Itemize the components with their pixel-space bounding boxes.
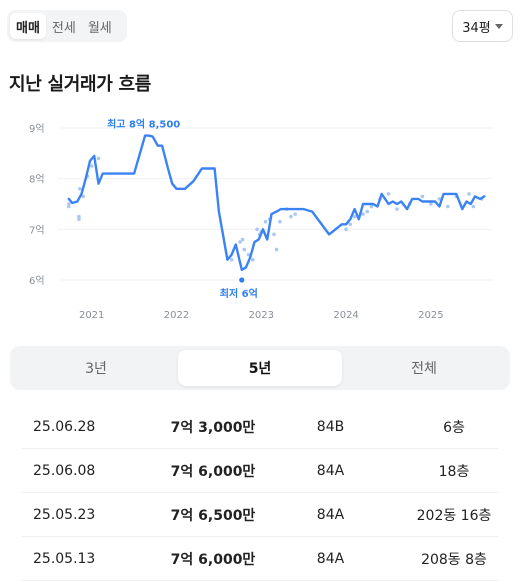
- scatter-point: [272, 232, 276, 237]
- period-selector: 3년 5년 전체: [10, 346, 510, 390]
- scatter-point: [437, 197, 442, 201]
- tx-date: 25.06.28: [33, 418, 96, 435]
- tx-floor: 202동 16층: [416, 507, 492, 524]
- scatter-point: [246, 252, 251, 257]
- scatter-point: [274, 247, 279, 252]
- table-row[interactable]: 25.05.13 7억 6,000만 84A 208동 8층: [22, 537, 498, 581]
- scatter-point: [251, 257, 255, 262]
- scatter-point: [89, 164, 94, 168]
- tx-price: 7억 6,500만: [170, 507, 256, 524]
- scatter-point: [420, 194, 425, 199]
- x-tick-label: 2025: [418, 310, 443, 321]
- scatter-point: [471, 204, 476, 209]
- scatter-point: [229, 257, 234, 262]
- scatter-point: [289, 214, 293, 219]
- scatter-point: [96, 156, 101, 161]
- tx-price: 7억 3,000만: [170, 419, 256, 436]
- tab-monthly-rent[interactable]: 월세: [87, 20, 112, 36]
- table-row[interactable]: 25.06.08 7억 6,000만 84A 18층: [22, 449, 498, 493]
- period-5-years[interactable]: 5년: [178, 350, 342, 386]
- scatter-point: [293, 212, 298, 216]
- scatter-point: [446, 204, 450, 209]
- tx-floor: 208동 8층: [421, 551, 487, 568]
- scatter-point: [263, 219, 268, 224]
- scatter-point: [240, 237, 245, 242]
- scatter-point: [352, 214, 357, 219]
- period-3-years[interactable]: 3년: [85, 361, 107, 377]
- tx-date: 25.05.23: [33, 506, 96, 523]
- scatter-point: [344, 227, 348, 232]
- scatter-point: [66, 202, 71, 206]
- scatter-point: [238, 240, 242, 244]
- chevron-down-icon: [494, 23, 503, 29]
- tx-price: 7억 6,000만: [170, 463, 256, 480]
- transaction-list: 25.06.28 7억 3,000만 84B 6층 25.06.08 7억 6,…: [22, 405, 498, 581]
- table-row[interactable]: 25.06.28 7억 3,000만 84B 6층: [22, 405, 498, 449]
- scatter-point: [242, 247, 247, 252]
- tx-floor: 6층: [443, 419, 465, 436]
- x-tick-label: 2023: [249, 310, 274, 321]
- table-row[interactable]: 25.05.23 7억 6,500만 84A 202동 16층: [22, 493, 498, 537]
- y-tick-label: 9억: [29, 123, 45, 135]
- tx-unit-type: 84A: [316, 506, 345, 523]
- tx-unit-type: 84A: [316, 550, 345, 567]
- period-all[interactable]: 전체: [411, 361, 437, 377]
- scatter-point: [77, 217, 81, 221]
- scatter-point: [365, 209, 370, 214]
- scatter-point: [369, 204, 374, 209]
- scatter-point: [78, 187, 82, 191]
- scatter-point: [467, 192, 471, 196]
- min-price-label: 최저 6억: [220, 287, 258, 300]
- y-tick-label: 7억: [29, 224, 45, 236]
- scatter-point: [395, 207, 399, 211]
- size-select-value: 34평: [462, 20, 491, 36]
- y-tick-label: 8억: [29, 174, 45, 186]
- y-tick-label: 6억: [29, 275, 45, 287]
- tx-date: 25.06.08: [33, 462, 96, 479]
- scatter-point: [429, 202, 433, 206]
- scatter-point: [278, 219, 282, 224]
- scatter-point: [361, 212, 365, 216]
- max-price-label: 최고 8억 8,500: [107, 118, 180, 131]
- section-title: 지난 실거래가 흐름: [9, 74, 152, 95]
- scatter-point: [66, 204, 71, 209]
- scatter-point: [348, 222, 353, 227]
- tx-unit-type: 84B: [316, 418, 345, 435]
- tx-price: 7억 6,000만: [170, 551, 256, 568]
- deal-type-tabs: 매매 전세 월세: [7, 10, 127, 42]
- x-tick-label: 2024: [333, 310, 358, 321]
- tab-sale[interactable]: 매매: [10, 13, 46, 39]
- scatter-point: [81, 194, 85, 199]
- tab-jeonse[interactable]: 전세: [51, 20, 76, 36]
- tx-date: 25.05.13: [33, 550, 96, 567]
- x-tick-label: 2021: [79, 310, 104, 321]
- scatter-point: [386, 192, 391, 196]
- x-tick-label: 2022: [164, 310, 189, 321]
- series-line: [67, 134, 486, 272]
- price-trend-chart: 9억 8억 7억 6억 2021 2022 2023 2024 2025 최고 8억 8,500 최…: [29, 118, 492, 321]
- min-price-point: [239, 277, 245, 283]
- size-select[interactable]: 34평: [452, 10, 513, 42]
- tx-unit-type: 84A: [316, 462, 345, 479]
- scatter-point: [255, 227, 259, 232]
- scatter-point: [77, 214, 81, 219]
- tx-floor: 18층: [438, 463, 470, 480]
